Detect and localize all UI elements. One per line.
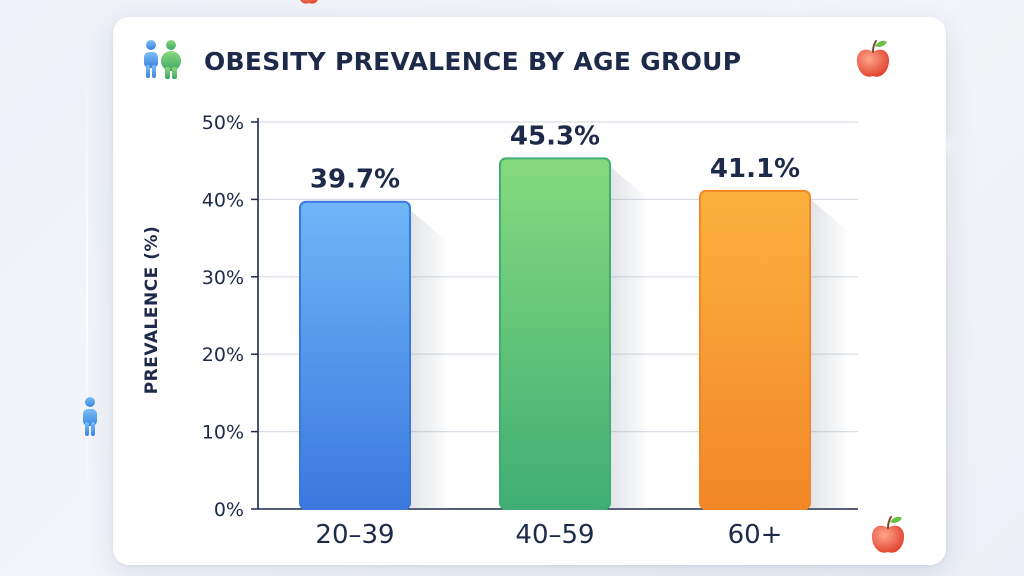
bar <box>499 157 611 511</box>
bar-shadow <box>610 166 650 510</box>
apple-icon-corner <box>871 516 905 553</box>
x-tick-label: 20–39 <box>315 520 394 550</box>
bar-data-label: 45.3% <box>510 121 600 151</box>
bar-shadow <box>810 198 850 510</box>
y-tick-label: 30% <box>202 267 244 289</box>
y-tick-label: 50% <box>202 112 244 134</box>
bar-data-label: 39.7% <box>310 165 400 195</box>
apple-icon <box>856 40 890 77</box>
y-tick-label: 40% <box>202 189 244 211</box>
bar <box>299 200 411 511</box>
people-icon <box>144 40 181 79</box>
bar-shadow <box>410 209 450 510</box>
apple-icon-top <box>300 0 318 4</box>
chart-title: OBESITY PREVALENCE BY AGE GROUP <box>204 47 742 76</box>
y-tick-label: 0% <box>214 499 244 521</box>
y-tick-label: 10% <box>202 422 244 444</box>
x-tick-label: 60+ <box>728 520 783 550</box>
x-tick-label: 40–59 <box>515 520 594 550</box>
bar-data-label: 41.1% <box>710 154 800 184</box>
person-icon <box>83 397 97 436</box>
y-tick-label: 20% <box>202 344 244 366</box>
bar <box>699 189 811 511</box>
